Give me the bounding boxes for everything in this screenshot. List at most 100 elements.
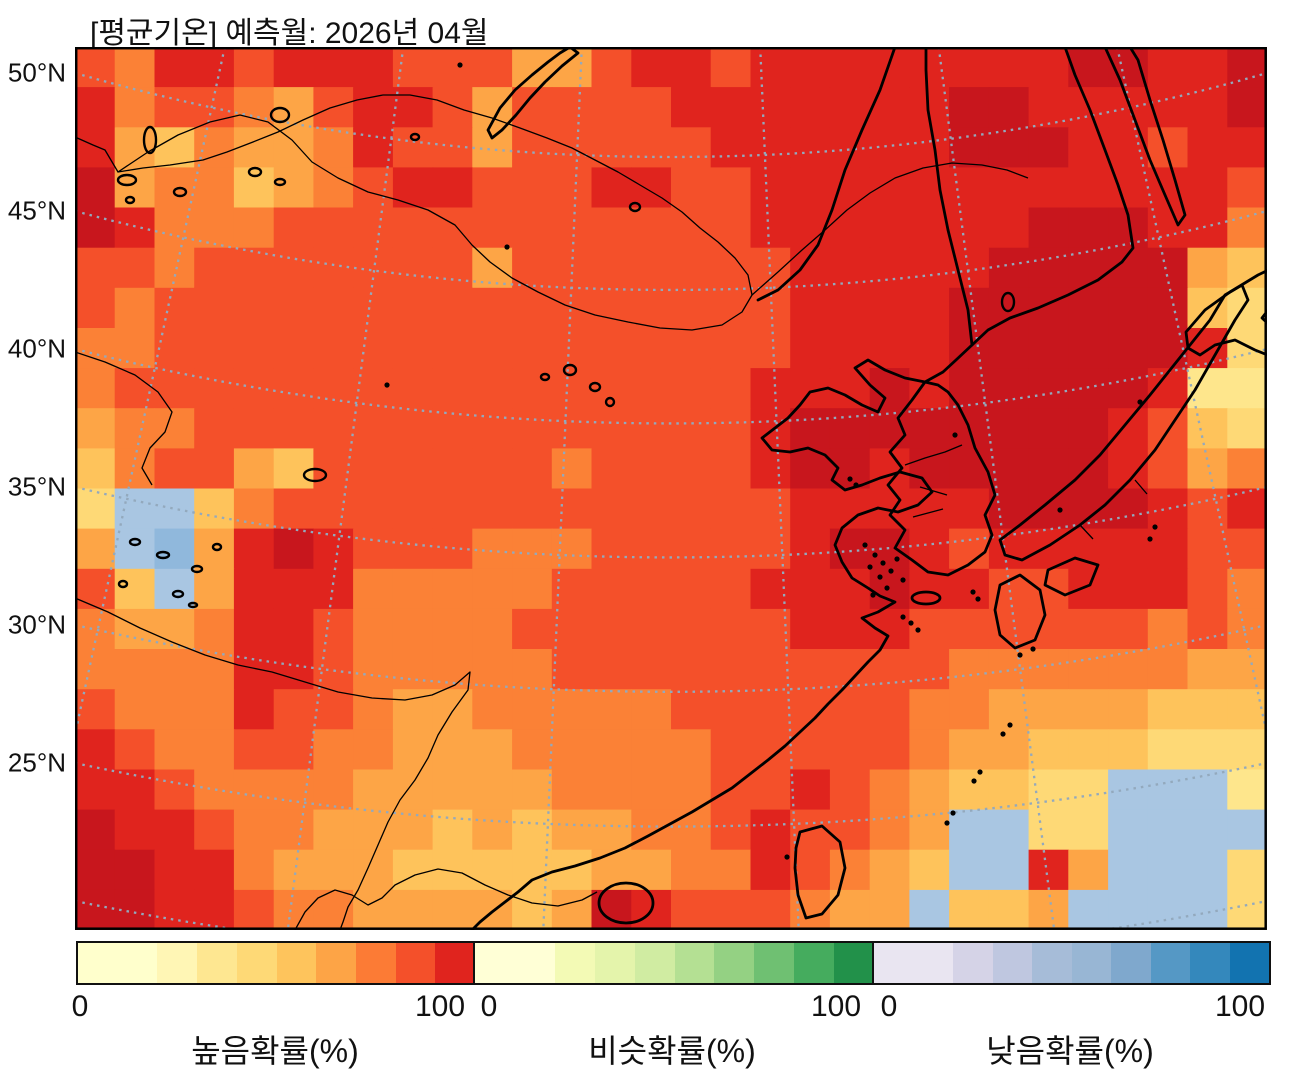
probability-cell: [1108, 649, 1149, 690]
probability-cell: [631, 528, 672, 570]
probability-cell: [194, 127, 235, 168]
probability-cell: [671, 87, 712, 128]
island-dot: [884, 585, 890, 591]
probability-cell: [1187, 207, 1228, 249]
probability-cell: [273, 809, 314, 851]
probability-cell: [313, 488, 354, 530]
probability-cell: [194, 247, 235, 289]
probability-cell: [233, 528, 275, 570]
probability-cell: [1187, 729, 1228, 770]
probability-cell: [790, 167, 831, 209]
colorbar-segment: [594, 943, 635, 983]
probability-cell: [790, 408, 831, 449]
probability-cell: [154, 127, 195, 168]
probability-cell: [273, 528, 314, 570]
probability-cell: [1227, 47, 1267, 88]
coastline-korea: [886, 380, 997, 577]
island-dot: [915, 627, 921, 633]
probability-cell: [829, 729, 871, 770]
river-ussuri: [924, 47, 974, 347]
probability-cell: [750, 608, 791, 650]
probability-cell: [710, 328, 751, 369]
probability-cell: [591, 287, 632, 329]
probability-cell: [551, 528, 593, 570]
y-axis-label-30n: 30°N: [7, 609, 66, 640]
colorbar-below-normal: [872, 941, 1271, 985]
colorbar-segment: [874, 943, 953, 983]
probability-cell: [1187, 689, 1228, 730]
probability-cell: [313, 328, 354, 369]
colorbar-segment: [78, 943, 158, 983]
probability-cell: [114, 649, 155, 690]
probability-cell: [512, 729, 553, 770]
probability-cell: [194, 889, 235, 930]
probability-cell: [154, 247, 195, 289]
probability-cell: [790, 328, 831, 369]
probability-cell: [710, 87, 751, 128]
probability-cell: [313, 608, 354, 650]
probability-cell: [988, 448, 1030, 490]
probability-cell: [75, 328, 116, 369]
probability-cell: [1147, 328, 1189, 369]
probability-cell: [392, 47, 434, 88]
probability-cell: [591, 247, 632, 289]
probability-cell: [869, 889, 910, 930]
probability-cell: [432, 488, 473, 530]
probability-cell: [909, 287, 950, 329]
probability-cell: [512, 608, 553, 650]
lake-outline: [247, 166, 263, 178]
probability-cell: [1068, 448, 1109, 490]
probability-cell: [551, 87, 593, 128]
probability-cell: [114, 207, 155, 249]
probability-cell: [233, 47, 275, 88]
probability-cell: [353, 568, 394, 610]
probability-cell: [75, 167, 116, 209]
probability-cell: [472, 127, 513, 168]
probability-cell: [1187, 47, 1228, 88]
lake-outline: [1000, 291, 1016, 313]
probability-cell: [512, 167, 553, 209]
probability-cell: [829, 207, 871, 249]
probability-cell: [194, 287, 235, 329]
probability-cell: [710, 47, 751, 88]
probability-cell: [631, 689, 672, 730]
probability-cell: [909, 809, 950, 851]
colorbar-segment: [395, 943, 436, 983]
probability-cell: [1068, 649, 1109, 690]
probability-cell: [353, 448, 394, 490]
probability-cell: [233, 328, 275, 369]
probability-cell: [591, 87, 632, 128]
probability-cell: [829, 809, 871, 851]
latitude-gridline: [75, 485, 1267, 559]
longitude-gridline: [75, 47, 226, 740]
probability-cell: [869, 568, 910, 610]
probability-cell: [1147, 488, 1189, 530]
probability-cell: [1187, 528, 1228, 570]
probability-cell: [551, 167, 593, 209]
probability-cell: [551, 649, 593, 690]
page-title: [평균기온] 예측월: 2026년 04월: [90, 17, 489, 50]
probability-cell: [1187, 408, 1228, 449]
probability-cell: [273, 488, 314, 530]
probability-cell: [710, 448, 751, 490]
probability-cell: [392, 528, 434, 570]
probability-cell: [750, 889, 791, 930]
probability-cell: [154, 689, 195, 730]
probability-cell: [114, 568, 155, 610]
island-dot: [872, 552, 878, 558]
probability-cell: [75, 408, 116, 449]
probability-cell: [114, 448, 155, 490]
lake-outline: [604, 396, 616, 408]
probability-cell: [909, 689, 950, 730]
probability-cell: [631, 649, 672, 690]
island-dot: [877, 574, 883, 580]
probability-cell: [1068, 608, 1109, 650]
probability-cell: [75, 448, 116, 490]
probability-cell: [949, 608, 990, 650]
probability-cell: [1108, 408, 1149, 449]
probability-cell: [1147, 729, 1189, 770]
island-dot: [952, 432, 958, 438]
probability-cell: [472, 247, 513, 289]
probability-cell: [233, 448, 275, 490]
probability-cell: [114, 809, 155, 851]
